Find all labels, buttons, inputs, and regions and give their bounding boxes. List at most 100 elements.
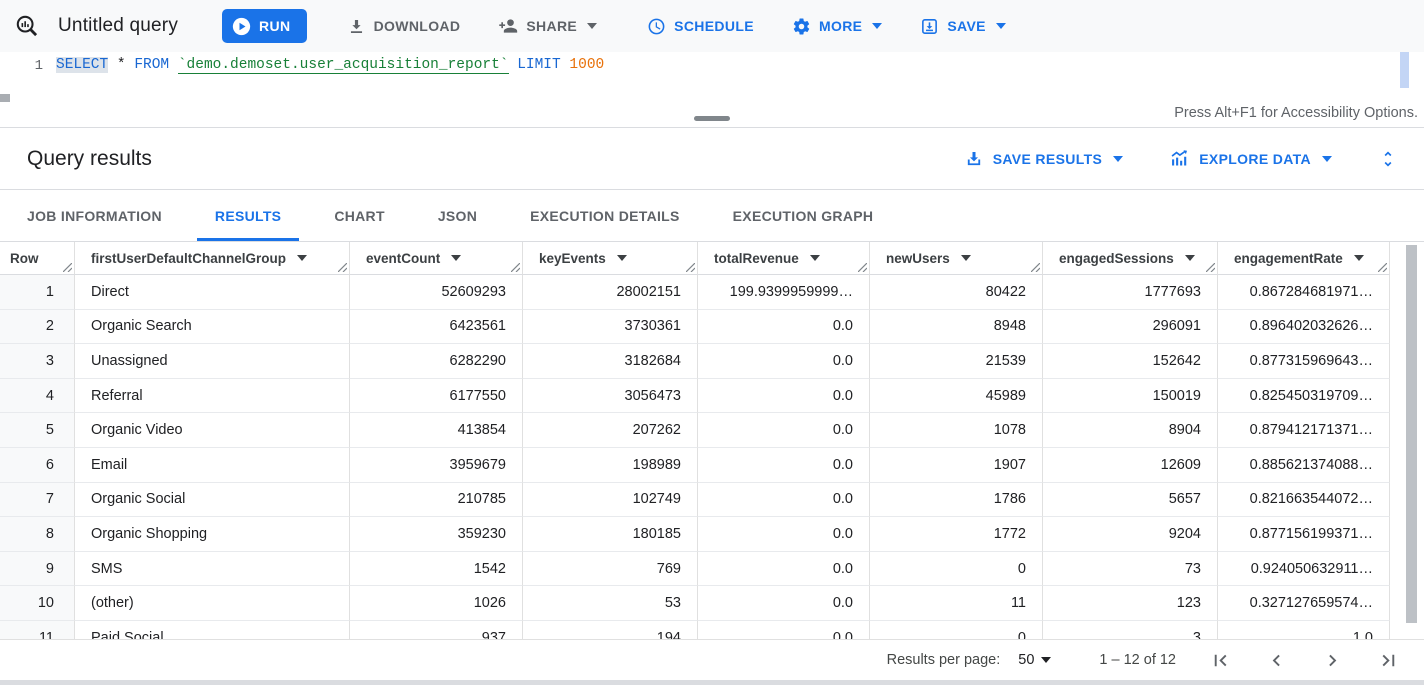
table-cell: Organic Shopping <box>75 517 350 552</box>
save-dropdown-icon[interactable] <box>995 23 1006 29</box>
tab-execution-details[interactable]: EXECUTION DETAILS <box>530 207 680 224</box>
page-size-select[interactable]: 50 <box>1018 652 1052 668</box>
column-header-newusers[interactable]: newUsers <box>870 242 1043 275</box>
schedule-label: SCHEDULE <box>674 18 754 34</box>
first-page-icon <box>1209 649 1232 672</box>
column-menu-arrow-icon[interactable] <box>297 255 308 261</box>
table-cell: 296091 <box>1043 309 1218 345</box>
table-cell: 194 <box>523 620 698 639</box>
column-resize-handle[interactable] <box>1205 262 1216 273</box>
column-header-engagedsessions[interactable]: engagedSessions <box>1043 242 1218 275</box>
column-resize-handle[interactable] <box>1377 262 1388 273</box>
column-menu-arrow-icon[interactable] <box>960 255 971 261</box>
table-row: 10 (other) 1026 53 0.0 11 123 0.327127659574… <box>0 586 1424 621</box>
column-resize-handle[interactable] <box>1030 262 1041 273</box>
column-header-keyevents[interactable]: keyEvents <box>523 242 698 275</box>
column-header-engagementrate[interactable]: engagementRate <box>1218 242 1390 275</box>
column-header-totalrevenue[interactable]: totalRevenue <box>698 242 870 275</box>
save-results-dropdown-icon[interactable] <box>1113 155 1124 162</box>
column-label: engagedSessions <box>1059 250 1174 266</box>
query-toolbar: Untitled query RUN DOWNLOAD SHARE <box>0 0 1424 52</box>
run-button[interactable]: RUN <box>222 9 307 43</box>
table-cell: 28002151 <box>523 275 698 310</box>
schedule-button[interactable]: SCHEDULE <box>641 9 760 43</box>
table-cell: 73 <box>1043 551 1218 587</box>
drag-handle[interactable] <box>694 116 730 121</box>
column-label: totalRevenue <box>714 250 799 266</box>
last-page-button[interactable] <box>1377 649 1400 672</box>
tab-json[interactable]: JSON <box>437 207 478 224</box>
query-results-header: Query results SAVE RESULTS EXPLORE DATA <box>0 128 1424 190</box>
tab-results[interactable]: RESULTS <box>197 190 299 241</box>
column-resize-handle[interactable] <box>685 262 696 273</box>
more-dropdown-icon[interactable] <box>872 23 883 29</box>
column-menu-arrow-icon[interactable] <box>1353 255 1364 261</box>
column-label: Row <box>10 250 39 266</box>
sql-token: 1000 <box>569 57 605 73</box>
table-cell: 0.825450319709… <box>1218 378 1390 414</box>
table-cell: 52609293 <box>350 275 523 310</box>
person-add-icon <box>498 16 518 36</box>
sql-code-line[interactable]: SELECT * FROM `demo.demoset.user_acquisi… <box>56 52 604 102</box>
column-header-eventcount[interactable]: eventCount <box>350 242 523 275</box>
table-row: 6 Email 3959679 198989 0.0 1907 12609 0.8856213… <box>0 447 1424 483</box>
next-page-button[interactable] <box>1321 649 1344 672</box>
column-menu-arrow-icon[interactable] <box>809 255 820 261</box>
save-results-label: SAVE RESULTS <box>992 150 1103 167</box>
table-cell: 207262 <box>523 413 698 448</box>
expand-panel-button[interactable] <box>1378 149 1398 169</box>
first-page-button[interactable] <box>1209 649 1232 672</box>
save-button[interactable]: SAVE <box>914 9 1012 43</box>
column-label: engagementRate <box>1234 250 1343 266</box>
save-results-icon <box>964 149 984 169</box>
prev-page-button[interactable] <box>1265 649 1288 672</box>
column-menu-arrow-icon[interactable] <box>616 255 627 261</box>
table-cell: 0.0 <box>698 551 870 587</box>
table-row: 9 SMS 1542 769 0.0 0 73 0.924050632911… <box>0 551 1424 587</box>
column-label: eventCount <box>366 250 441 266</box>
table-cell: 0.867284681971… <box>1218 275 1390 310</box>
table-cell: 0.0 <box>698 447 870 483</box>
column-menu-arrow-icon[interactable] <box>1184 255 1195 261</box>
table-cell: 1.0 <box>1218 620 1390 639</box>
share-dropdown-icon[interactable] <box>587 23 598 29</box>
tab-chart[interactable]: CHART <box>334 207 385 224</box>
table-cell: 6282290 <box>350 344 523 379</box>
table-cell: 53 <box>523 586 698 621</box>
row-number-cell: 10 <box>0 586 75 621</box>
column-header-firstuserdefaultchannelgroup[interactable]: firstUserDefaultChannelGroup <box>75 242 350 275</box>
tab-job-information[interactable]: JOB INFORMATION <box>27 207 162 224</box>
row-number-cell: 11 <box>0 620 75 639</box>
query-title: Untitled query <box>58 15 179 36</box>
column-resize-handle[interactable] <box>510 262 521 273</box>
share-button[interactable]: SHARE <box>492 9 603 43</box>
editor-scrollbar-thumb[interactable] <box>1400 52 1409 88</box>
column-resize-handle[interactable] <box>337 262 348 273</box>
sql-editor[interactable]: 1 SELECT * FROM `demo.demoset.user_acqui… <box>0 52 1424 110</box>
more-button[interactable]: MORE <box>786 9 888 43</box>
table-cell: 9204 <box>1043 517 1218 552</box>
accessibility-hint: Press Alt+F1 for Accessibility Options. <box>1174 105 1418 121</box>
explore-data-dropdown-icon[interactable] <box>1322 155 1332 162</box>
horizontal-scrollbar[interactable] <box>0 680 1424 685</box>
download-button[interactable]: DOWNLOAD <box>341 9 467 43</box>
table-cell: 0.877315969643… <box>1218 344 1390 379</box>
table-cell: 0.821663544072… <box>1218 482 1390 518</box>
explore-data-button[interactable]: EXPLORE DATA <box>1169 148 1332 169</box>
save-results-button[interactable]: SAVE RESULTS <box>964 149 1124 169</box>
sql-token: LIMIT <box>517 57 561 73</box>
table-cell: Organic Search <box>75 309 350 345</box>
table-cell: 3730361 <box>523 309 698 345</box>
table-cell: 359230 <box>350 517 523 552</box>
column-resize-handle[interactable] <box>62 262 73 273</box>
table-cell: 198989 <box>523 447 698 483</box>
table-cell: Direct <box>75 275 350 310</box>
row-number-cell: 9 <box>0 551 75 587</box>
column-header-row[interactable]: Row <box>0 242 75 275</box>
column-resize-handle[interactable] <box>857 262 868 273</box>
column-menu-arrow-icon[interactable] <box>451 255 462 261</box>
table-vertical-scrollbar-thumb[interactable] <box>1406 245 1417 623</box>
tab-execution-graph[interactable]: EXECUTION GRAPH <box>732 207 874 224</box>
table-cell: 0.885621374088… <box>1218 447 1390 483</box>
